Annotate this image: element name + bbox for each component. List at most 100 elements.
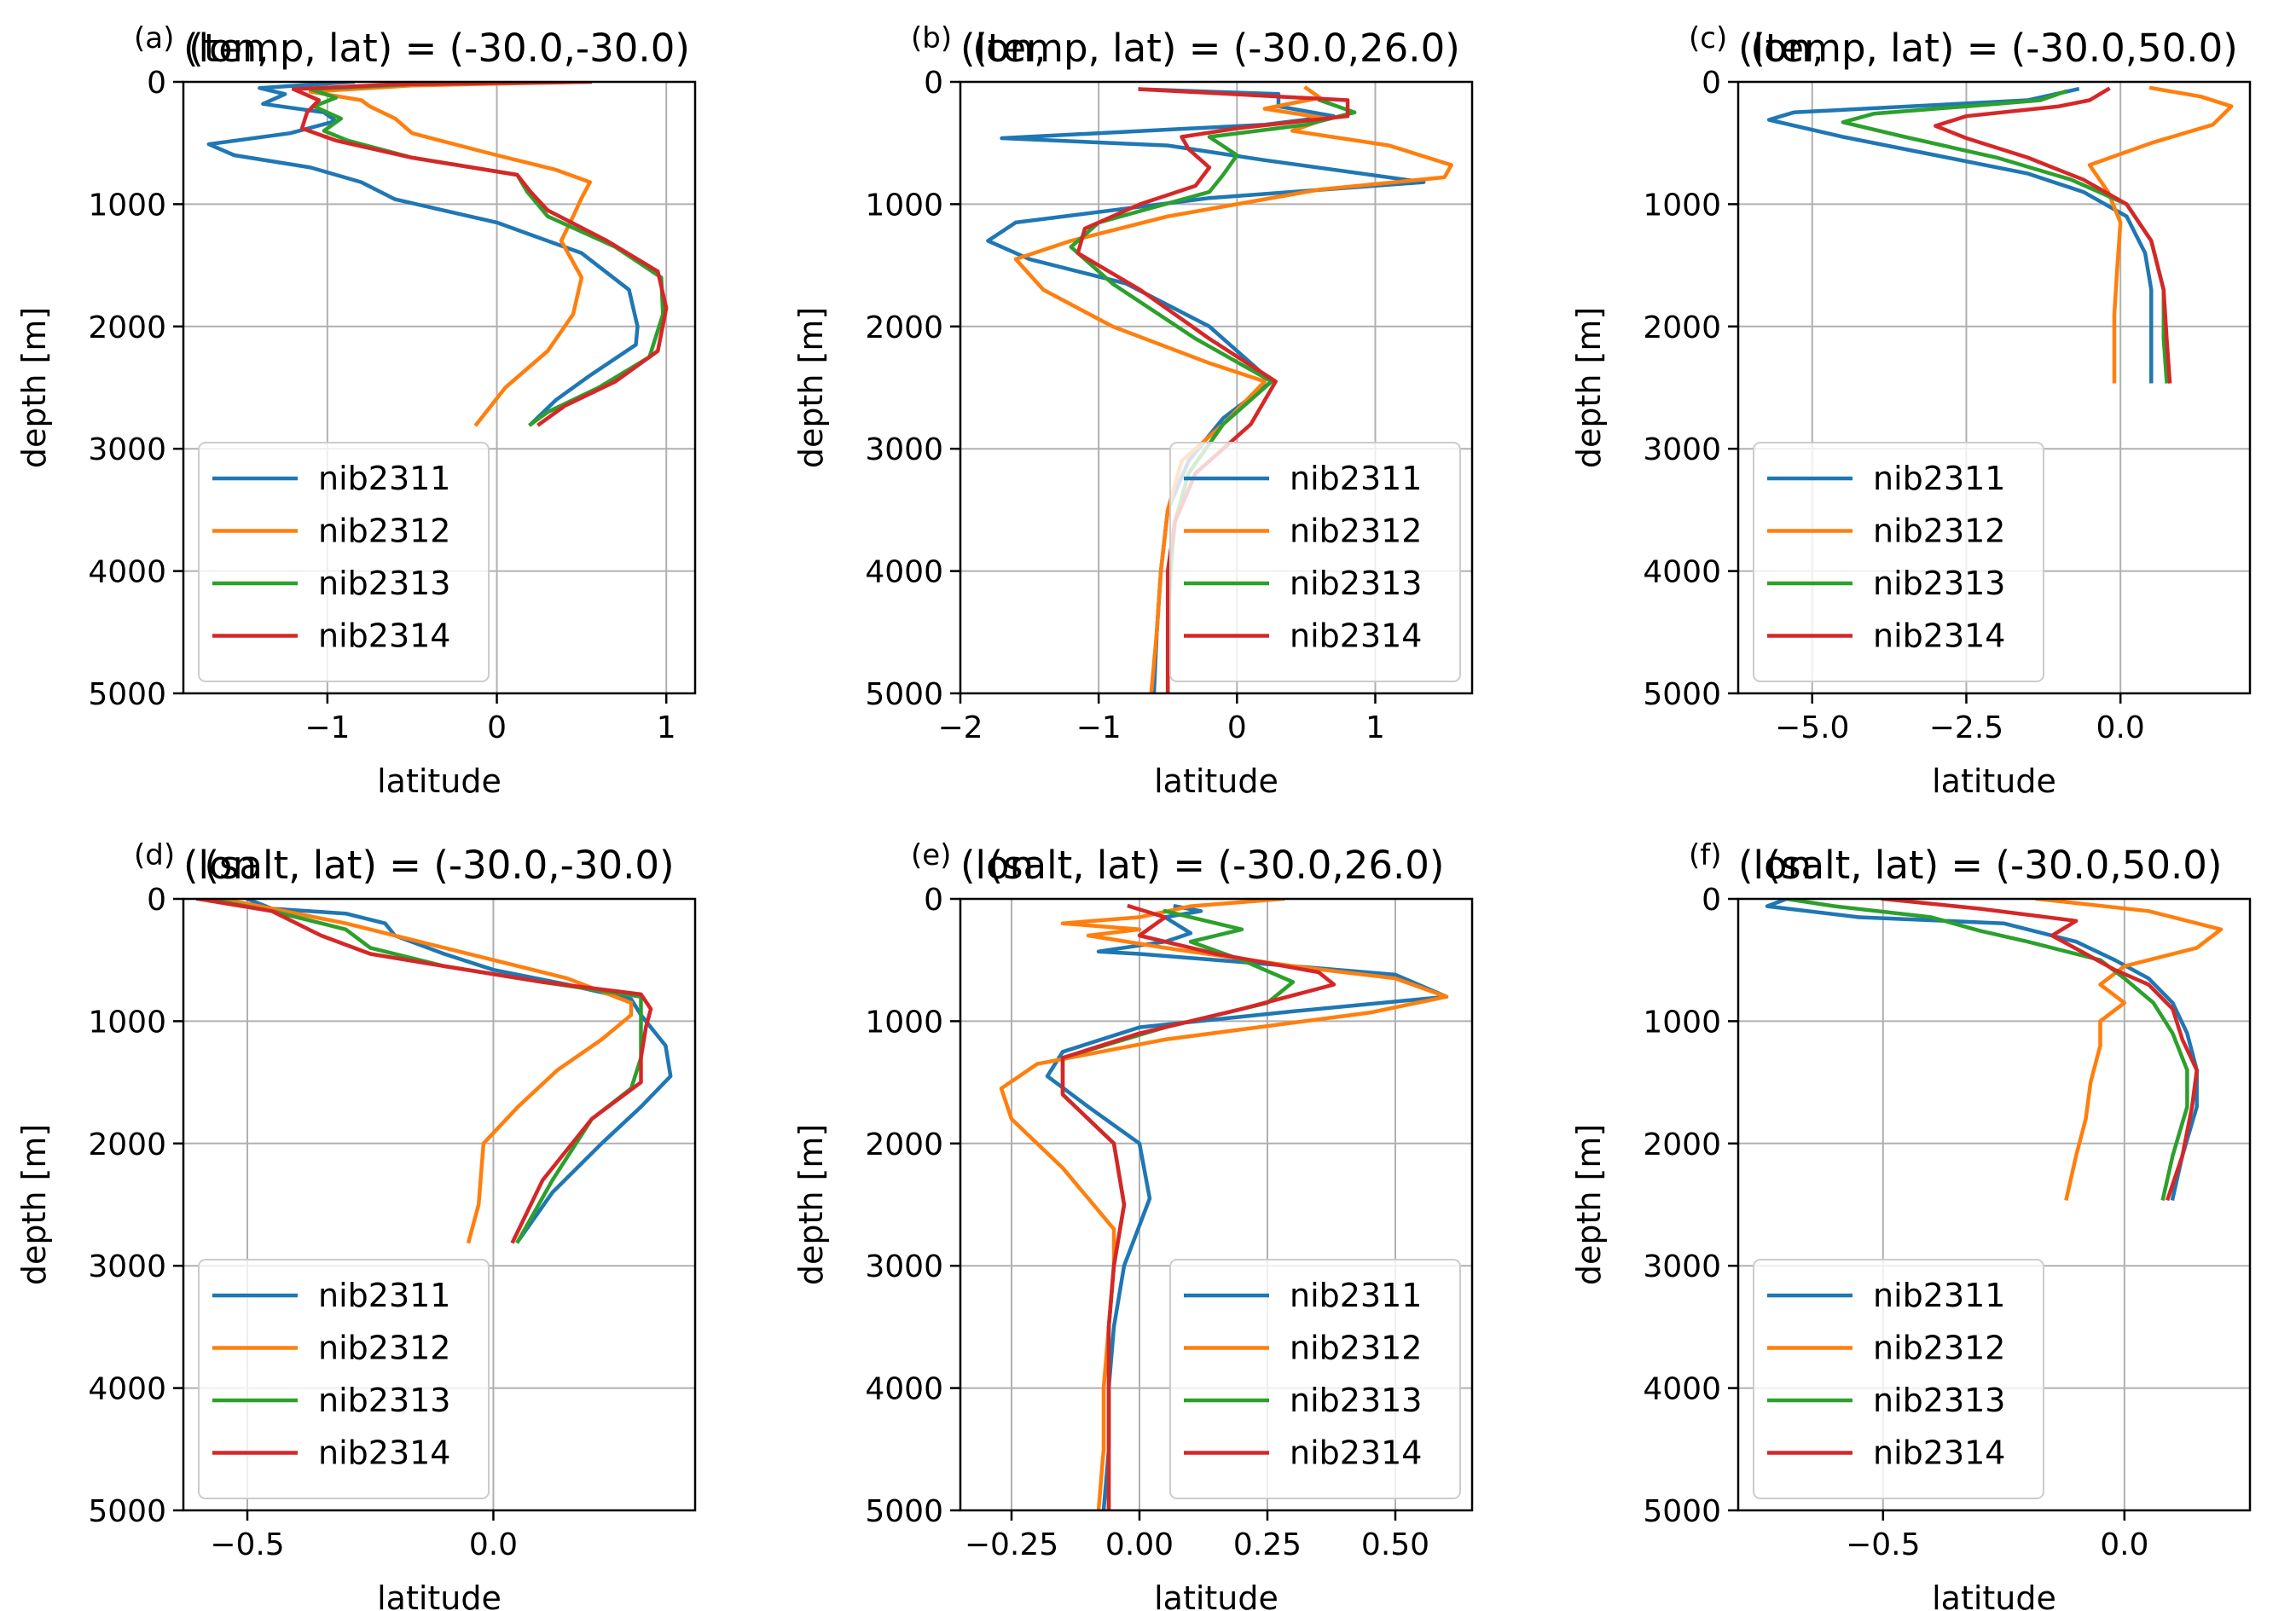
legend-label: nib2312 xyxy=(318,513,450,550)
y-tick-label: 0 xyxy=(924,66,943,101)
y-axis-label: depth [m] xyxy=(15,307,53,468)
x-axis-label: latitude xyxy=(377,762,502,800)
subplot-title: (salt, lat) = (-30.0,26.0) xyxy=(989,843,1445,888)
y-tick-label: 2000 xyxy=(865,310,943,345)
series-line-nib2314 xyxy=(195,899,653,1244)
series-line-nib2314 xyxy=(1881,899,2199,1202)
series-group xyxy=(1766,85,2234,384)
panel-label: (d) xyxy=(134,838,175,872)
subplot-title: (temp, lat) = (-30.0,26.0) xyxy=(972,26,1460,71)
legend-label: nib2313 xyxy=(318,1382,450,1419)
legend-label: nib2313 xyxy=(1873,1382,2005,1419)
axes-frame xyxy=(959,80,1474,695)
subplot-title: (salt, lat) = (-30.0,-30.0) xyxy=(204,843,674,888)
y-tick-label: 5000 xyxy=(865,677,943,712)
x-axis-label: latitude xyxy=(1932,762,2056,800)
x-tick-label: −1 xyxy=(304,710,350,745)
y-tick-label: 2000 xyxy=(865,1127,943,1162)
y-tick-label: 1000 xyxy=(1643,188,1721,223)
subplot-title-overlay: (lon xyxy=(1738,843,1812,888)
y-tick-label: 5000 xyxy=(1643,1494,1721,1529)
series-line-nib2313 xyxy=(308,82,665,427)
x-axis-label: latitude xyxy=(1154,762,1278,800)
subplot-title: (salt, lat) = (-30.0,50.0) xyxy=(1766,843,2223,888)
x-axis-label: latitude xyxy=(1932,1579,2056,1611)
subplot-title-overlay: (lon, xyxy=(1738,26,1823,71)
y-tick-label: 3000 xyxy=(1643,1249,1721,1284)
y-tick-label: 4000 xyxy=(865,555,943,590)
series-group xyxy=(206,82,669,427)
legend-label: nib2312 xyxy=(1873,513,2005,550)
panel-label: (e) xyxy=(911,838,951,872)
y-axis-label: depth [m] xyxy=(1570,307,1608,468)
x-tick-label: 0.00 xyxy=(1105,1527,1174,1562)
subplot-title-overlay: (lon, xyxy=(960,26,1046,71)
y-tick-label: 2000 xyxy=(1643,1127,1721,1162)
series-line-nib2314 xyxy=(1934,86,2172,384)
panel-label: (c) xyxy=(1689,21,1727,55)
series-line-nib2314 xyxy=(1060,903,1336,1510)
x-axis-label: latitude xyxy=(377,1579,502,1611)
legend-label: nib2314 xyxy=(318,617,450,655)
series-group xyxy=(195,899,673,1244)
legend-box xyxy=(198,442,490,682)
series-line-nib2312 xyxy=(2035,899,2224,1201)
series-line-nib2311 xyxy=(1765,899,2199,1201)
y-tick-label: 1000 xyxy=(1643,1005,1721,1040)
legend-label: nib2313 xyxy=(1873,565,2005,602)
series-line-nib2311 xyxy=(1766,86,2154,384)
x-tick-label: −0.5 xyxy=(1846,1527,1920,1562)
x-tick-label: −2.5 xyxy=(1929,710,2003,745)
legend-label: nib2311 xyxy=(318,460,450,497)
series-line-nib2311 xyxy=(206,82,640,427)
y-tick-label: 0 xyxy=(147,883,166,918)
series-line-nib2312 xyxy=(220,899,634,1244)
y-tick-label: 3000 xyxy=(865,1249,943,1284)
legend-label: nib2312 xyxy=(318,1330,450,1367)
y-tick-label: 1000 xyxy=(865,188,943,223)
x-tick-label: −0.5 xyxy=(210,1527,284,1562)
panel-label: (a) xyxy=(134,21,174,55)
legend-label: nib2314 xyxy=(1873,617,2005,655)
legend-label: nib2311 xyxy=(1873,1277,2005,1314)
legend-label: nib2312 xyxy=(1290,1330,1422,1367)
y-tick-label: 4000 xyxy=(1643,555,1721,590)
series-line-nib2312 xyxy=(2087,85,2234,384)
y-tick-label: 5000 xyxy=(865,1494,943,1529)
y-axis-label: depth [m] xyxy=(15,1124,53,1285)
subplot-e: −0.25 0.00 0.25 0.50 0 1000 2000 3000 4000 5000 la… xyxy=(792,838,1474,1611)
axes-frame xyxy=(182,897,697,1512)
x-tick-label: 1 xyxy=(657,710,676,745)
x-tick-label: 0 xyxy=(487,710,507,745)
legend: nib2311 nib2312 nib2313 nib2314 xyxy=(1753,1259,2044,1499)
legend-label: nib2314 xyxy=(318,1434,450,1472)
legend-box xyxy=(1169,1259,1461,1499)
y-tick-label: 3000 xyxy=(88,1249,166,1284)
y-tick-label: 3000 xyxy=(1643,432,1721,467)
subplot-title: (temp, lat) = (-30.0,-30.0) xyxy=(188,26,690,71)
legend-box xyxy=(198,1259,490,1499)
legend-box xyxy=(1753,1259,2044,1499)
x-axis-label: latitude xyxy=(1154,1579,1278,1611)
y-tick-label: 1000 xyxy=(865,1005,943,1040)
legend-box xyxy=(1753,442,2044,682)
series-line-nib2313 xyxy=(206,899,643,1244)
subplot-c: −5.0 −2.5 0.0 0 1000 2000 3000 4000 5000 latitude… xyxy=(1570,21,2252,800)
legend-label: nib2313 xyxy=(1290,565,1422,602)
axes-frame xyxy=(959,897,1474,1512)
legend-label: nib2311 xyxy=(1873,460,2005,497)
x-tick-label: −5.0 xyxy=(1775,710,1849,745)
y-tick-label: 0 xyxy=(147,66,166,101)
x-tick-label: 0.0 xyxy=(469,1527,518,1562)
y-tick-label: 0 xyxy=(924,883,943,918)
y-tick-label: 0 xyxy=(1702,883,1721,918)
y-tick-label: 4000 xyxy=(1643,1372,1721,1407)
subplot-d: −0.5 0.0 0 1000 2000 3000 4000 5000 latitude dept… xyxy=(15,838,697,1611)
axes-frame xyxy=(1736,897,2252,1512)
subplot-title-overlay: (lon xyxy=(183,843,257,888)
legend-label: nib2313 xyxy=(318,565,450,602)
legend-label: nib2311 xyxy=(318,1277,450,1314)
x-tick-label: 0.0 xyxy=(2100,1527,2148,1562)
legend-box xyxy=(1169,442,1461,682)
